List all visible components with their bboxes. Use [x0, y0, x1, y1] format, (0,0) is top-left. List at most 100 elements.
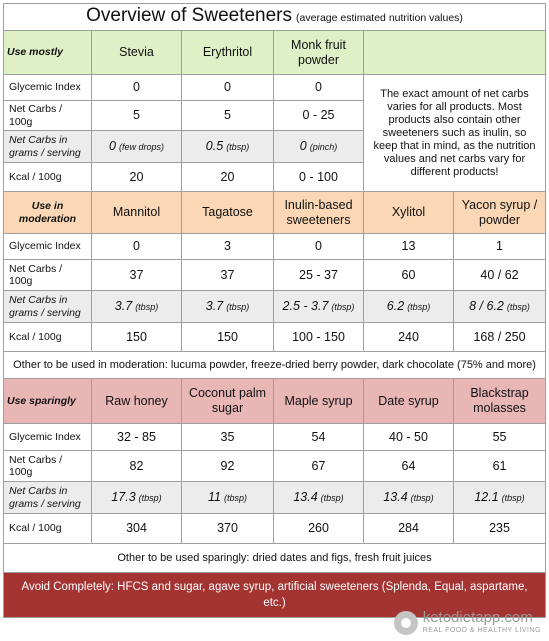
serving-value: 13.4 (tbsp)	[363, 481, 454, 514]
avoid-row: Avoid Completely: HFCS and sugar, agave …	[2, 572, 547, 618]
sweeteners-overview: Overview of Sweeteners (average estimated…	[2, 3, 547, 618]
gi-value: 13	[363, 233, 454, 260]
avoid-completely-banner: Avoid Completely: HFCS and sugar, agave …	[2, 572, 547, 618]
kcal-value: 150	[181, 322, 274, 352]
table-row: Net Carbs in grams / serving 0 (few drops…	[3, 130, 546, 163]
category-use-sparingly: Use sparingly	[3, 378, 92, 424]
row-label-gi: Glycemic Index	[3, 233, 92, 260]
net-carbs-value: 0 - 25	[273, 100, 364, 131]
table-row: Net Carbs in grams / serving 3.7 (tbsp) 3…	[3, 290, 547, 323]
net-carbs-value: 92	[181, 450, 274, 482]
moderation-header-row: Use in moderation Mannitol Tagatose Inul…	[3, 191, 547, 234]
serving-value: 8 / 6.2 (tbsp)	[452, 290, 547, 323]
kcal-value: 284	[363, 513, 454, 544]
table-row: Glycemic Index 32 - 85 35 54 40 - 50 55	[3, 423, 547, 451]
net-carbs-value: 5	[181, 100, 274, 131]
moderation-other-note: Other to be used in moderation: lucuma p…	[2, 351, 547, 379]
page-title: Overview of Sweeteners	[86, 5, 293, 26]
sweetener-name: Tagatose	[181, 191, 274, 234]
sweetener-name: Xylitol	[363, 191, 454, 234]
net-carbs-value: 67	[273, 450, 364, 482]
header-empty-cell	[362, 30, 547, 75]
sweetener-name: Coconut palm sugar	[181, 378, 274, 424]
brand-name: ketodietapp.com	[422, 609, 533, 626]
sweetener-name: Maple syrup	[273, 378, 364, 424]
gi-value: 54	[273, 423, 364, 451]
table-row: Net Carbs in grams / serving 17.3 (tbsp) …	[3, 481, 547, 514]
net-carbs-note: The exact amount of net carbs varies for…	[362, 74, 547, 192]
sweeteners-table: Overview of Sweeteners (average estimated…	[2, 3, 547, 618]
category-use-in-moderation: Use in moderation	[3, 191, 92, 234]
table-row: Net Carbs / 100g 82 92 67 64 61	[3, 450, 547, 482]
kcal-value: 370	[181, 513, 274, 544]
kcal-value: 0 - 100	[273, 162, 364, 192]
net-carbs-value: 82	[91, 450, 182, 482]
gi-value: 0	[91, 74, 182, 101]
sweetener-name: Inulin-based sweeteners	[273, 191, 364, 234]
gi-value: 55	[452, 423, 547, 451]
gi-value: 0	[91, 233, 182, 260]
title-cell: Overview of Sweeteners (average estimated…	[2, 3, 547, 31]
table-row: Other to be used in moderation: lucuma p…	[2, 351, 547, 379]
sweetener-name: Yacon syrup / powder	[452, 191, 547, 234]
kcal-value: 240	[363, 322, 454, 352]
kcal-value: 20	[91, 162, 182, 192]
sweetener-name: Date syrup	[363, 378, 454, 424]
gi-value: 40 - 50	[363, 423, 454, 451]
serving-value: 3.7 (tbsp)	[91, 290, 182, 323]
sweetener-name: Raw honey	[91, 378, 182, 424]
net-carbs-value: 37	[181, 259, 274, 291]
gi-value: 35	[181, 423, 274, 451]
table-row: Glycemic Index 0 0 0 The exact amount of…	[3, 74, 547, 192]
kcal-value: 150	[91, 322, 182, 352]
net-carbs-value: 61	[452, 450, 547, 482]
row-label-net-carbs: Net Carbs / 100g	[3, 450, 92, 482]
kcal-value: 235	[452, 513, 547, 544]
net-carbs-value: 37	[91, 259, 182, 291]
category-use-mostly: Use mostly	[3, 30, 92, 75]
footer-brand: ketodietapp.com REAL FOOD & HEALTHY LIVI…	[393, 609, 541, 635]
kcal-value: 304	[91, 513, 182, 544]
use-mostly-header-row: Use mostly Stevia Erythritol Monk fruit …	[3, 30, 547, 75]
row-label-kcal: Kcal / 100g	[3, 513, 92, 544]
gi-value: 0	[181, 74, 274, 101]
serving-value: 17.3 (tbsp)	[91, 481, 182, 514]
row-label-serving: Net Carbs in grams / serving	[3, 290, 92, 323]
table-row: Glycemic Index 0 3 0 13 1	[3, 233, 547, 260]
table-row: Kcal / 100g 20 20 0 - 100	[3, 162, 546, 192]
kcal-value: 20	[181, 162, 274, 192]
gi-value: 0	[273, 74, 364, 101]
kcal-value: 100 - 150	[273, 322, 364, 352]
serving-value: 13.4 (tbsp)	[273, 481, 364, 514]
ketodietapp-logo-icon	[393, 610, 418, 635]
table-row: Net Carbs / 100g 37 37 25 - 37 60 40 / 6…	[3, 259, 547, 291]
gi-value: 3	[181, 233, 274, 260]
sparingly-other-note: Other to be used sparingly: dried dates …	[2, 543, 547, 573]
serving-value: 0 (pinch)	[273, 130, 364, 163]
serving-value: 11 (tbsp)	[181, 481, 274, 514]
row-label-net-carbs: Net Carbs / 100g	[3, 259, 92, 291]
sweetener-name: Monk fruit powder	[273, 30, 364, 75]
kcal-value: 260	[273, 513, 364, 544]
table-row: Kcal / 100g 150 150 100 - 150 240 168 / …	[3, 322, 547, 352]
serving-value: 0.5 (tbsp)	[181, 130, 274, 163]
serving-value: 12.1 (tbsp)	[452, 481, 547, 514]
row-label-gi: Glycemic Index	[3, 74, 92, 101]
gi-value: 1	[452, 233, 547, 260]
net-carbs-value: 64	[363, 450, 454, 482]
brand-tagline: REAL FOOD & HEALTHY LIVING	[422, 627, 541, 634]
serving-value: 3.7 (tbsp)	[181, 290, 274, 323]
row-label-serving: Net Carbs in grams / serving	[3, 481, 92, 514]
serving-value: 0 (few drops)	[91, 130, 182, 163]
sweetener-name: Mannitol	[91, 191, 182, 234]
gi-value: 0	[273, 233, 364, 260]
table-row: Other to be used sparingly: dried dates …	[2, 543, 547, 573]
row-label-net-carbs: Net Carbs / 100g	[3, 100, 92, 131]
sweetener-name: Stevia	[91, 30, 182, 75]
sparingly-header-row: Use sparingly Raw honey Coconut palm sug…	[3, 378, 547, 424]
table-row: Net Carbs / 100g 5 5 0 - 25	[3, 100, 546, 131]
row-label-kcal: Kcal / 100g	[3, 322, 92, 352]
serving-value: 6.2 (tbsp)	[363, 290, 454, 323]
row-label-serving: Net Carbs in grams / serving	[3, 130, 92, 163]
gi-value: 32 - 85	[91, 423, 182, 451]
